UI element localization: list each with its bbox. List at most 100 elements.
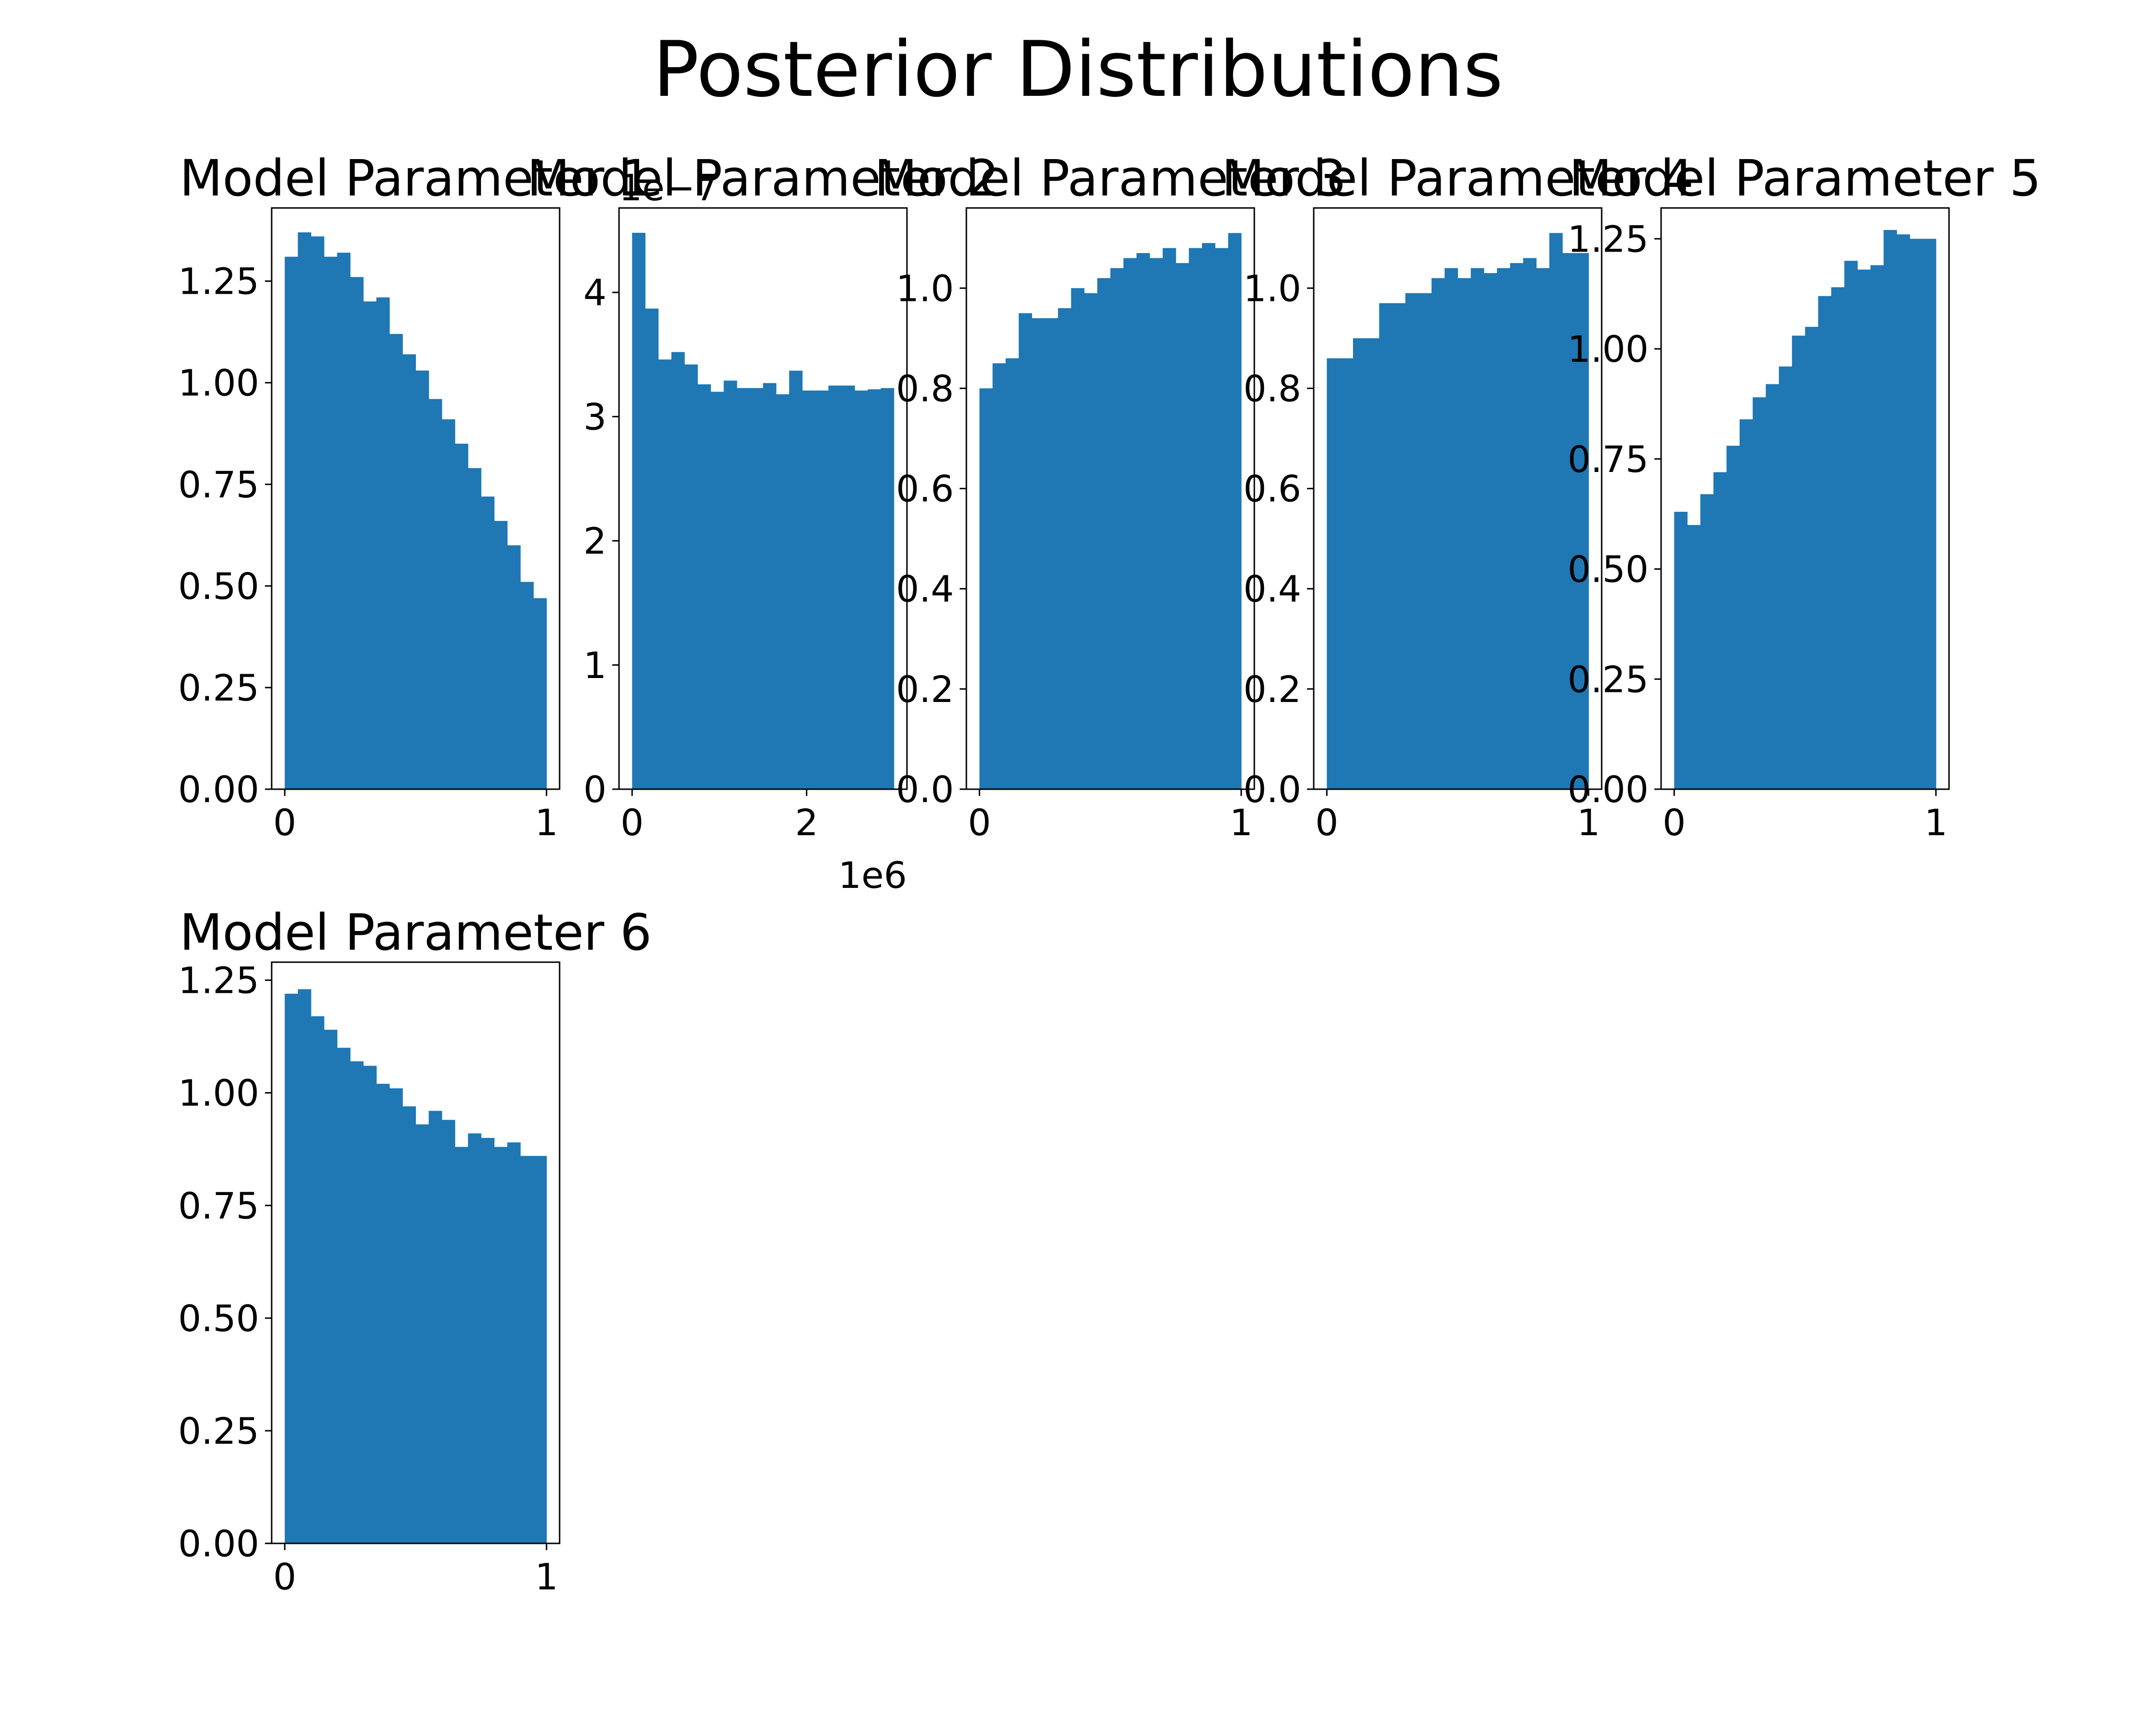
histogram-bar	[979, 388, 993, 789]
histogram-bar	[1883, 230, 1897, 790]
histogram-bar	[1910, 239, 1923, 790]
histogram-bar	[684, 364, 698, 789]
y-tick-label: 0.25	[1568, 658, 1649, 701]
histogram-bar	[711, 391, 724, 789]
histogram-bar	[376, 1083, 390, 1543]
histogram-bar	[723, 380, 737, 789]
histogram-bar	[671, 352, 685, 789]
y-tick-label: 4	[584, 271, 607, 314]
histogram-bar	[881, 388, 895, 789]
panel-title: Model Parameter 1	[180, 149, 652, 207]
histogram-bar	[1215, 248, 1228, 790]
histogram-bar	[736, 388, 750, 789]
axes-frame	[618, 207, 908, 790]
histogram-bar	[1726, 446, 1740, 789]
y-tick-label: 1.25	[178, 260, 259, 303]
y-offset-label: 1e−7	[619, 166, 718, 209]
histogram-bar	[1162, 248, 1176, 790]
histogram-panel-5: 0.00 0.25 0.50 0.75 1.00 1.25 0 1 Model Paramete…	[1568, 149, 2041, 844]
y-tick-label: 1.25	[1568, 218, 1649, 260]
x-tick-label: 0	[273, 1555, 296, 1598]
histogram-bar	[324, 256, 338, 789]
y-tick-label: 0.2	[1243, 668, 1301, 711]
histogram-bar	[1844, 261, 1858, 789]
histogram-bar	[337, 253, 351, 789]
histogram-bar	[415, 1124, 429, 1543]
y-tick-label: 3	[584, 395, 607, 438]
histogram-bar	[1032, 318, 1045, 789]
histogram-bar	[1687, 525, 1701, 789]
histogram-bar	[1510, 263, 1524, 789]
histogram-bar	[1445, 268, 1458, 789]
histogram-bar	[658, 359, 672, 789]
histogram-bar	[1058, 308, 1072, 789]
histogram-bar	[1431, 278, 1445, 789]
x-tick-label: 0	[273, 801, 296, 844]
y-tick-label: 1.0	[1243, 267, 1301, 310]
histogram-bar	[1149, 258, 1163, 789]
axes-frame	[1313, 207, 1603, 790]
histogram-bar	[697, 384, 711, 789]
histogram-bar	[520, 582, 534, 789]
histogram-bar	[1523, 258, 1537, 789]
y-tick-label: 1.00	[1568, 328, 1649, 370]
y-tick-label: 1.0	[896, 267, 954, 310]
histogram-bar	[1536, 268, 1550, 789]
histogram-bar	[363, 1066, 377, 1543]
panel-title: Model Parameter 5	[1569, 149, 2041, 207]
histogram-bar	[1084, 293, 1098, 789]
x-tick-label: 1	[1925, 801, 1948, 844]
y-tick-label: 0.50	[178, 1297, 259, 1340]
histogram-bar	[1457, 278, 1471, 789]
y-tick-label: 0.6	[1243, 468, 1301, 510]
histogram-bar	[828, 385, 842, 789]
histogram-bar	[1700, 494, 1714, 789]
histogram-bar	[1379, 303, 1393, 789]
histogram-bar	[468, 468, 482, 789]
histogram-bar	[1228, 233, 1242, 789]
histogram-bar	[868, 389, 881, 789]
histogram-bar	[1353, 338, 1366, 789]
y-tick-label: 0.75	[178, 463, 259, 506]
histogram-bar	[1019, 313, 1032, 789]
histogram-bar	[632, 232, 646, 790]
histogram-bar	[776, 394, 790, 789]
histogram-bar	[1044, 318, 1058, 789]
histogram-bar	[1418, 293, 1432, 789]
histogram-bar	[507, 545, 521, 789]
histogram-bar	[1923, 239, 1937, 790]
y-tick-label: 0	[584, 768, 607, 811]
panel-title: Model Parameter 2	[527, 149, 999, 207]
histogram-bar	[1896, 234, 1910, 789]
histogram-bar	[389, 1088, 403, 1543]
histogram-bar	[428, 1111, 442, 1543]
y-tick-label: 0.50	[1568, 548, 1649, 591]
panel-title: Model Parameter 6	[180, 903, 652, 962]
histogram-bar	[802, 391, 816, 789]
y-tick-label: 1.00	[178, 1072, 259, 1115]
histogram-bar	[1189, 248, 1203, 790]
histogram-bar	[520, 1156, 534, 1543]
histogram-bar	[1739, 419, 1753, 789]
histogram-bar	[815, 391, 829, 789]
histogram-bar	[350, 1061, 364, 1543]
y-tick-label: 0.4	[1243, 568, 1301, 610]
histogram-bar	[1097, 278, 1111, 789]
y-tick-label: 1	[584, 644, 607, 687]
y-tick-label: 0.75	[1568, 438, 1649, 481]
histogram-bar	[1005, 358, 1019, 789]
y-tick-label: 0.2	[896, 668, 954, 711]
histogram-bar	[1497, 268, 1511, 789]
histogram-bar	[310, 1016, 324, 1543]
histogram-bar	[763, 383, 777, 789]
panel-title: Model Parameter 3	[874, 149, 1347, 207]
figure-title: Posterior Distributions	[653, 24, 1503, 114]
histogram-bar	[1176, 263, 1190, 789]
histogram-bar	[481, 496, 495, 789]
histogram-bar	[415, 370, 429, 789]
y-tick-label: 0.0	[1243, 768, 1301, 811]
histogram-bar	[285, 993, 298, 1543]
x-offset-label: 1e6	[838, 854, 907, 897]
